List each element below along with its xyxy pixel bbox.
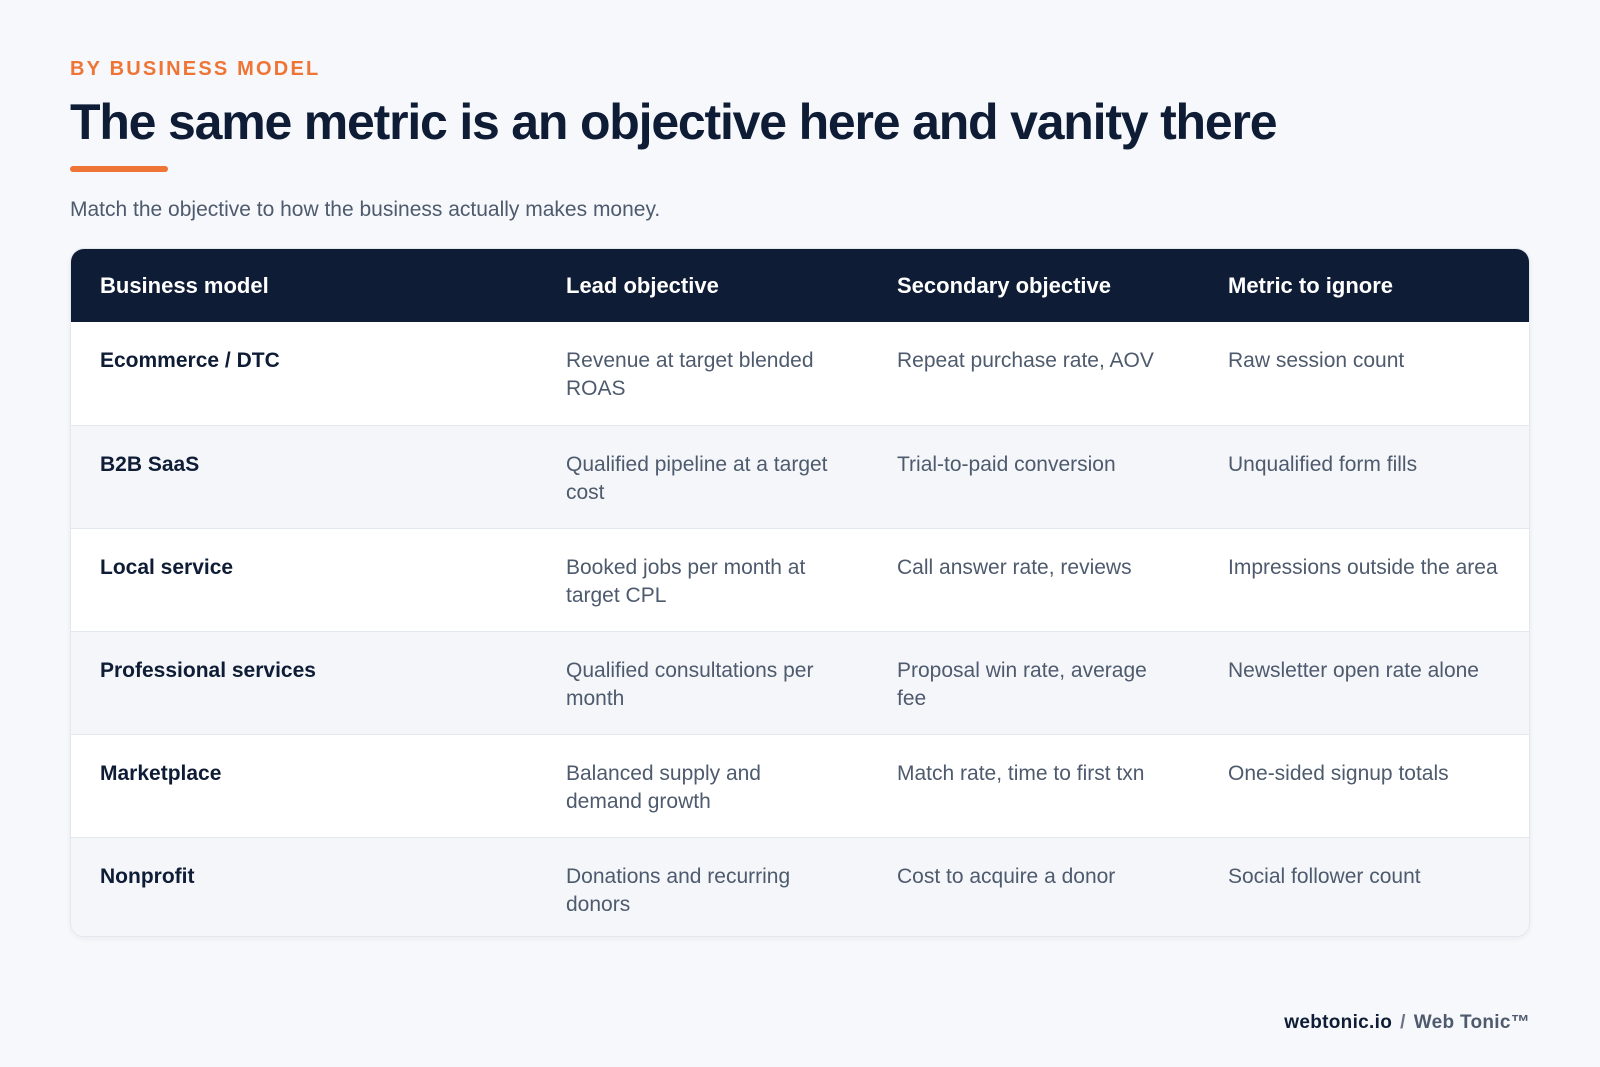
- table-row: Nonprofit Donations and recurring donors…: [71, 836, 1529, 936]
- cell-lead-objective: Booked jobs per month at target CPL: [537, 527, 868, 631]
- eyebrow-label: BY BUSINESS MODEL: [70, 58, 321, 80]
- cell-business-model: Local service: [71, 527, 537, 631]
- table-row: Marketplace Balanced supply and demand g…: [71, 733, 1529, 837]
- page-title: The same metric is an objective here and…: [70, 94, 1278, 150]
- footer-domain: webtonic.io: [1284, 1012, 1393, 1033]
- table-header: Business model Lead objective Secondary …: [71, 249, 1529, 322]
- cell-metric-to-ignore: Impressions outside the area: [1199, 527, 1529, 631]
- footer-credit: webtonic.io / Web Tonic™: [1284, 1012, 1530, 1034]
- objectives-table: Business model Lead objective Secondary …: [71, 249, 1529, 936]
- cell-business-model: Nonprofit: [71, 836, 537, 936]
- column-header-lead-objective: Lead objective: [537, 249, 868, 322]
- cell-business-model: Ecommerce / DTC: [100, 349, 280, 372]
- cell-secondary-objective: Call answer rate, reviews: [868, 527, 1199, 631]
- cell-metric-to-ignore: One-sided signup totals: [1199, 733, 1529, 837]
- cell-secondary-objective: Repeat purchase rate, AOV: [897, 349, 1154, 372]
- column-header-secondary-objective: Secondary objective: [868, 249, 1199, 322]
- column-header-metric-to-ignore: Metric to ignore: [1199, 249, 1529, 322]
- accent-rule: [70, 166, 168, 172]
- table-row: Local service Booked jobs per month at t…: [71, 527, 1529, 631]
- table-header-row: Business model Lead objective Secondary …: [71, 249, 1529, 322]
- cell-metric-to-ignore: Newsletter open rate alone: [1199, 630, 1529, 734]
- table-row: Professional services Qualified consulta…: [71, 630, 1529, 734]
- cell-business-model: Professional services: [71, 630, 537, 734]
- table-row: B2B SaaS Qualified pipeline at a target …: [71, 424, 1529, 528]
- cell-business-model: B2B SaaS: [71, 424, 537, 528]
- footer-brand: Web Tonic™: [1413, 1012, 1530, 1033]
- objectives-table-card: Business model Lead objective Secondary …: [70, 248, 1530, 937]
- cell-metric-to-ignore: Raw session count: [1228, 349, 1405, 372]
- table-body: Ecommerce / DTC Revenue at target blende…: [71, 322, 1529, 936]
- cell-secondary-objective: Cost to acquire a donor: [868, 836, 1199, 936]
- table-row: Ecommerce / DTC Revenue at target blende…: [71, 322, 1529, 425]
- cell-lead-objective: Balanced supply and demand growth: [537, 733, 868, 837]
- cell-lead-objective: Qualified consultations per month: [537, 630, 868, 734]
- cell-lead-objective: Donations and recurring donors: [537, 836, 868, 936]
- cell-metric-to-ignore: Social follower count: [1199, 836, 1529, 936]
- cell-business-model: Marketplace: [71, 733, 537, 837]
- cell-lead-objective: Revenue at target blended ROAS: [566, 349, 814, 400]
- cell-secondary-objective: Proposal win rate, average fee: [868, 630, 1199, 734]
- cell-secondary-objective: Trial-to-paid conversion: [868, 424, 1199, 528]
- footer-separator: /: [1400, 1012, 1406, 1033]
- cell-lead-objective: Qualified pipeline at a target cost: [537, 424, 868, 528]
- page-subtitle: Match the objective to how the business …: [70, 198, 661, 221]
- cell-metric-to-ignore: Unqualified form fills: [1199, 424, 1529, 528]
- column-header-business-model: Business model: [71, 249, 537, 322]
- cell-secondary-objective: Match rate, time to first txn: [868, 733, 1199, 837]
